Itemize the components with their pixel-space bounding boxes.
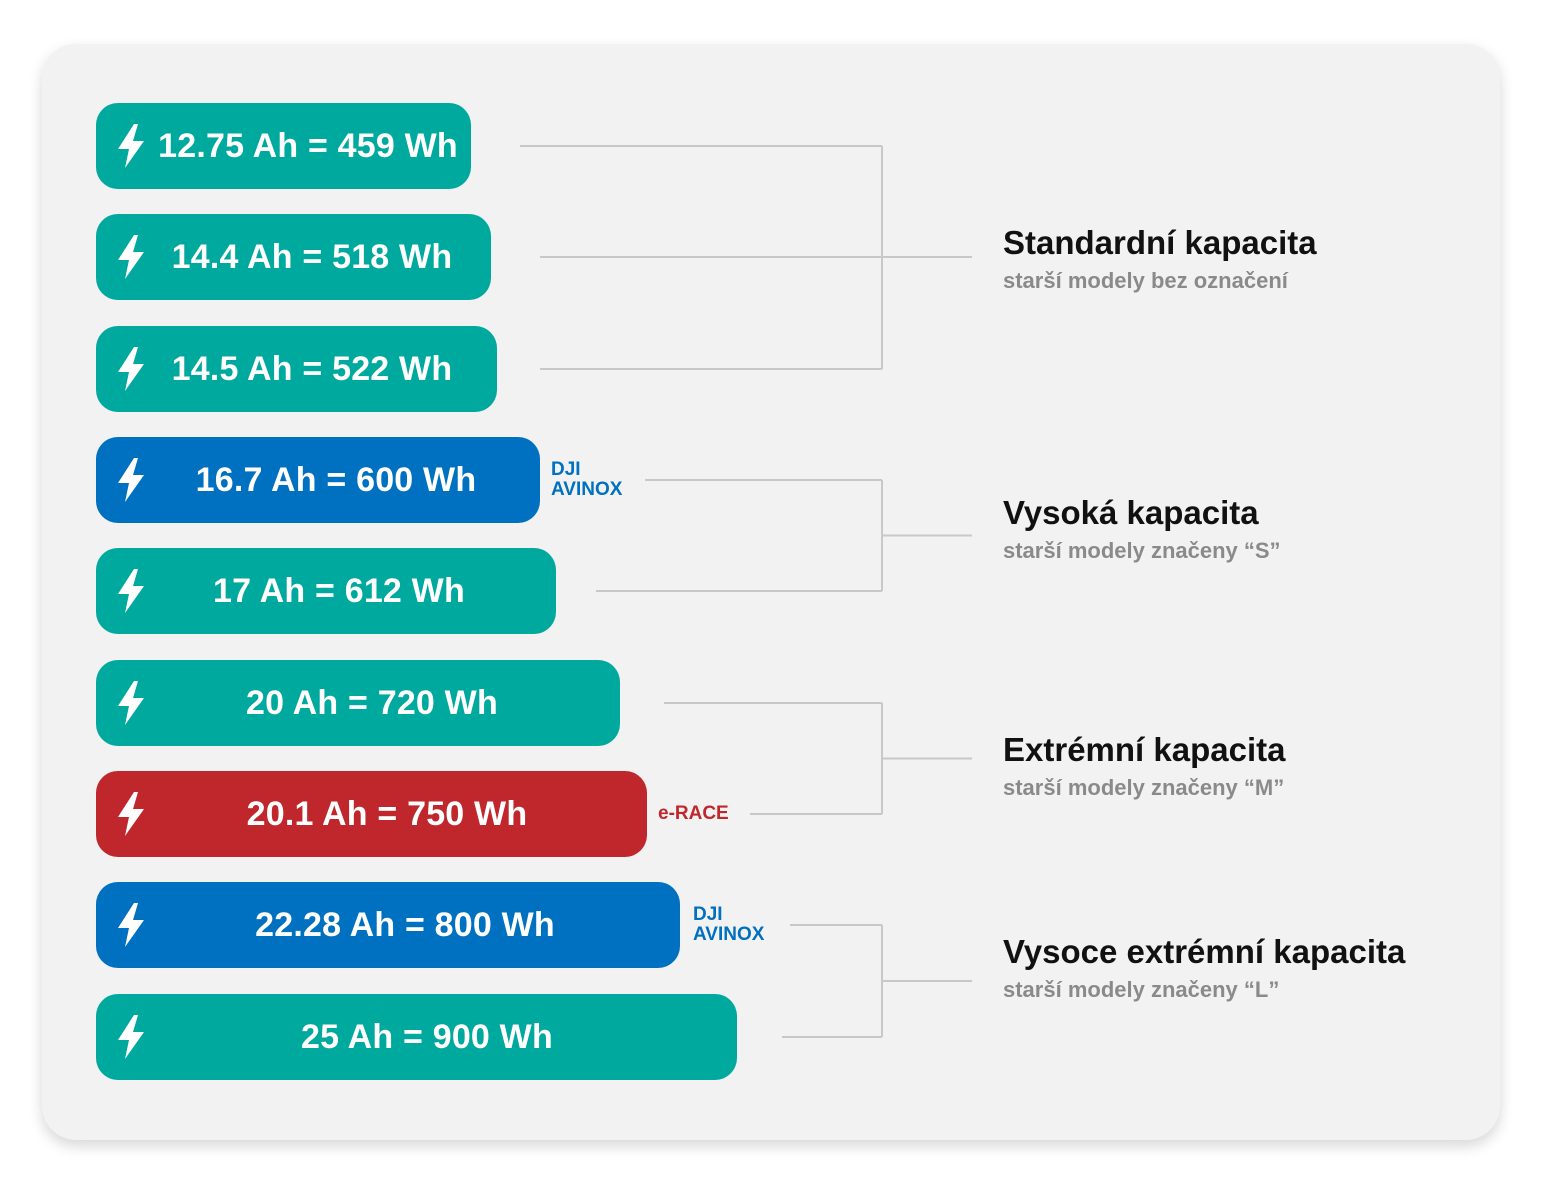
battery-bar-6: 20 Ah = 720 Wh (96, 660, 620, 746)
battery-bar-7: 20.1 Ah = 750 Wh (96, 771, 647, 857)
battery-bar-5: 17 Ah = 612 Wh (96, 548, 556, 634)
lightning-bolt-icon (118, 347, 144, 391)
group-title: Vysoká kapacita (1003, 494, 1259, 531)
group-title: Extrémní kapacita (1003, 731, 1286, 768)
battery-capacity-label: 17 Ah = 612 Wh (213, 572, 465, 610)
brand-tag: e-RACE (658, 804, 729, 824)
lightning-bolt-icon (118, 235, 144, 279)
lightning-bolt-icon (118, 569, 144, 613)
brand-tag: DJI AVINOX (693, 905, 764, 945)
group-subtitle: starší modely značeny “S” (1003, 538, 1281, 563)
battery-capacity-label: 22.28 Ah = 800 Wh (255, 906, 555, 944)
lightning-bolt-icon (118, 903, 144, 947)
group-title: Standardní kapacita (1003, 224, 1317, 261)
lightning-bolt-icon (118, 681, 144, 725)
brand-tag-line: AVINOX (551, 479, 623, 500)
lightning-bolt-icon (118, 458, 144, 502)
group-title: Vysoce extrémní kapacita (1003, 933, 1406, 970)
battery-capacity-label: 16.7 Ah = 600 Wh (195, 461, 477, 499)
battery-bar-8: 22.28 Ah = 800 Wh (96, 882, 680, 968)
battery-capacity-label: 20 Ah = 720 Wh (246, 684, 498, 722)
brand-tag-line: DJI (551, 459, 581, 480)
battery-bar-3: 14.5 Ah = 522 Wh (96, 326, 497, 412)
group-subtitle: starší modely značeny “M” (1003, 775, 1285, 800)
battery-bar-9: 25 Ah = 900 Wh (96, 994, 737, 1080)
lightning-bolt-icon (118, 792, 144, 836)
brand-tag-line: e-RACE (658, 803, 729, 824)
group-subtitle: starší modely bez označení (1003, 268, 1288, 293)
brand-tag: DJI AVINOX (551, 460, 622, 500)
battery-bar-4: 16.7 Ah = 600 Wh (96, 437, 540, 523)
lightning-bolt-icon (118, 1015, 144, 1059)
brand-tag-line: AVINOX (693, 924, 765, 945)
group-subtitle: starší modely značeny “L” (1003, 977, 1280, 1002)
battery-bar-2: 14.4 Ah = 518 Wh (96, 214, 491, 300)
brand-tag-line: DJI (693, 904, 723, 925)
lightning-bolt-icon (118, 124, 144, 168)
battery-capacity-label: 20.1 Ah = 750 Wh (246, 795, 528, 833)
battery-capacity-label: 12.75 Ah = 459 Wh (158, 127, 458, 165)
battery-capacity-label: 14.4 Ah = 518 Wh (171, 238, 453, 276)
battery-capacity-label: 25 Ah = 900 Wh (301, 1018, 553, 1056)
battery-bar-1: 12.75 Ah = 459 Wh (96, 103, 471, 189)
battery-capacity-label: 14.5 Ah = 522 Wh (171, 350, 453, 388)
